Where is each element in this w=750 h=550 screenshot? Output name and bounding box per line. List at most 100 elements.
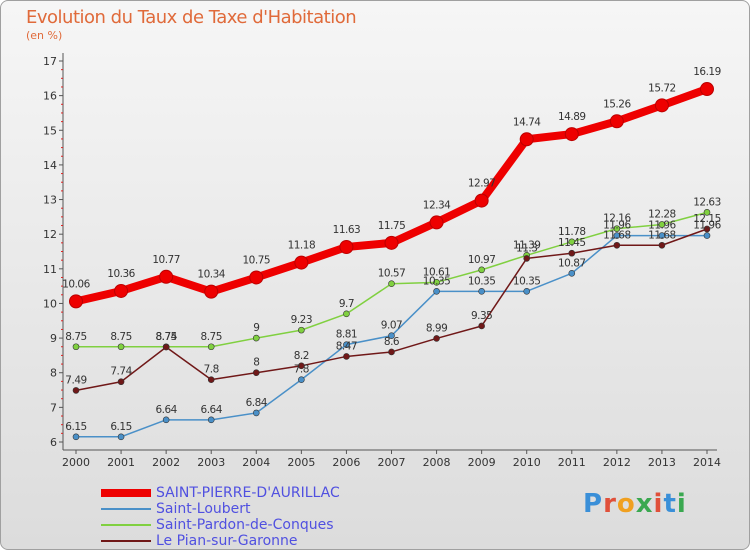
- data-point: [388, 280, 395, 288]
- data-point: [72, 433, 80, 441]
- legend-label: SAINT-PIERRE-D'AURILLAC: [156, 485, 340, 501]
- data-point: [207, 376, 215, 383]
- data-label: 11.63: [333, 224, 361, 236]
- y-minor-tick: [61, 173, 63, 175]
- data-point: [700, 82, 714, 97]
- data-label: 7.49: [65, 374, 86, 386]
- y-minor-tick: [61, 86, 63, 88]
- data-point: [523, 288, 531, 295]
- data-point: [388, 348, 395, 356]
- data-label: 10.97: [468, 254, 496, 266]
- data-label: 6.15: [65, 421, 86, 433]
- data-label: 10.77: [152, 254, 180, 266]
- data-label: 8: [253, 357, 259, 369]
- data-label: 8.75: [201, 331, 222, 343]
- data-point: [703, 225, 711, 233]
- y-minor-tick: [61, 276, 63, 278]
- data-point: [658, 241, 666, 249]
- data-point: [117, 433, 125, 441]
- data-point: [72, 387, 80, 394]
- data-label: 8.6: [384, 336, 400, 348]
- data-label: 11.3: [516, 242, 537, 254]
- data-point: [384, 235, 399, 250]
- data-label: 11.75: [378, 220, 406, 232]
- data-point: [207, 416, 215, 424]
- data-point: [162, 343, 170, 351]
- data-label: 9.7: [339, 298, 354, 310]
- data-point: [343, 353, 350, 360]
- data-label: 10.75: [243, 254, 271, 266]
- data-point: [609, 114, 624, 129]
- logo-letter: i: [653, 489, 664, 519]
- y-minor-tick: [61, 320, 63, 322]
- y-tick-label: 9: [50, 332, 57, 345]
- data-point: [204, 284, 219, 299]
- data-label: 8.2: [294, 350, 309, 362]
- x-tick-label: 2003: [197, 456, 225, 469]
- legend-label: Saint-Loubert: [156, 501, 251, 517]
- y-minor-tick: [61, 432, 63, 434]
- data-point: [298, 362, 305, 370]
- data-point: [658, 232, 666, 239]
- y-minor-tick: [61, 328, 63, 330]
- y-minor-tick: [61, 285, 63, 287]
- y-minor-tick: [61, 311, 63, 313]
- data-label: 8.99: [426, 322, 447, 334]
- y-tick-label: 10: [43, 297, 57, 310]
- data-point: [474, 193, 489, 208]
- x-tick-label: 2004: [242, 456, 270, 469]
- logo-letter: i: [676, 489, 687, 519]
- y-minor-tick: [61, 147, 63, 149]
- y-minor-tick: [61, 242, 63, 244]
- data-label: 9.07: [381, 320, 402, 332]
- data-label: 11.18: [288, 240, 316, 252]
- y-minor-tick: [61, 294, 63, 296]
- y-minor-tick: [61, 251, 63, 252]
- data-label: 12.15: [693, 213, 721, 225]
- data-point: [252, 369, 260, 377]
- y-tick-label: 15: [43, 124, 57, 137]
- data-point: [658, 221, 666, 228]
- data-label: 11.96: [603, 220, 631, 232]
- x-tick-label: 2012: [603, 456, 631, 469]
- data-point: [478, 266, 485, 274]
- data-point: [249, 270, 264, 285]
- data-label: 15.26: [603, 98, 631, 110]
- data-label: 12.97: [468, 178, 496, 190]
- data-label: 6.64: [201, 404, 223, 416]
- unit-label: (en %): [26, 29, 63, 42]
- data-point: [298, 376, 305, 383]
- data-label: 12.63: [693, 196, 721, 208]
- legend-label: Saint-Pardon-de-Conques: [156, 517, 334, 533]
- data-point: [343, 310, 350, 318]
- data-label: 8.47: [336, 340, 357, 352]
- y-minor-tick: [61, 155, 63, 157]
- y-tick-label: 8: [50, 367, 57, 380]
- y-minor-tick: [61, 389, 63, 391]
- y-tick-label: 13: [43, 194, 57, 207]
- legend-label: Le Pian-sur-Garonne: [156, 533, 298, 549]
- data-point: [433, 279, 440, 286]
- y-minor-tick: [61, 363, 63, 365]
- data-label: 12.28: [648, 208, 676, 220]
- y-tick-label: 11: [43, 263, 57, 276]
- data-label: 15.72: [648, 82, 676, 94]
- chart-title: Evolution du Taux de Taxe d'Habitation: [26, 7, 357, 28]
- data-label: 6.84: [246, 397, 268, 409]
- data-point: [339, 239, 354, 254]
- data-label: 11.96: [648, 220, 676, 232]
- data-point: [298, 326, 305, 334]
- y-minor-tick: [61, 77, 63, 79]
- x-tick-label: 2002: [152, 456, 180, 469]
- x-tick-label: 2007: [378, 456, 406, 469]
- data-point: [433, 288, 440, 295]
- data-point: [568, 270, 576, 277]
- data-point: [654, 98, 669, 113]
- data-point: [162, 416, 170, 424]
- data-label: 12.16: [603, 213, 631, 225]
- data-label: 11.78: [558, 226, 586, 238]
- data-point: [207, 343, 215, 351]
- y-minor-tick: [61, 424, 63, 426]
